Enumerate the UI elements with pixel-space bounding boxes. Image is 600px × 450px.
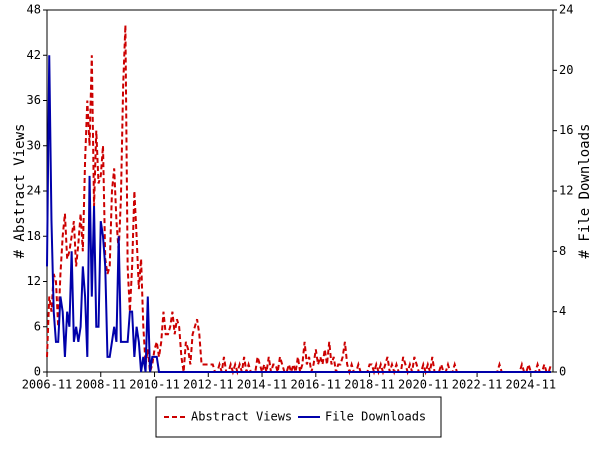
- y-tick-label: 6: [34, 319, 41, 333]
- x-tick-label: 2006-11: [22, 378, 73, 392]
- y2-tick-label: 4: [559, 304, 566, 318]
- y-tick-label: 30: [27, 138, 41, 152]
- y2-axis-label: # File Downloads: [577, 124, 593, 259]
- x-tick-label: 2022-11: [452, 378, 503, 392]
- y-axis-label: # Abstract Views: [12, 124, 28, 259]
- y2-tick-label: 16: [559, 123, 573, 137]
- y2-tick-label: 24: [559, 3, 573, 17]
- y2-tick-label: 8: [559, 244, 566, 258]
- y2-tick-label: 20: [559, 63, 573, 77]
- x-tick-label: 2016-11: [291, 378, 342, 392]
- y-tick-label: 42: [27, 48, 41, 62]
- y-tick-label: 12: [27, 274, 41, 288]
- x-tick-label: 2012-11: [183, 378, 234, 392]
- x-tick-label: 2010-11: [129, 378, 180, 392]
- x-tick-label: 2014-11: [237, 378, 288, 392]
- y2-tick-label: 12: [559, 184, 573, 198]
- legend-label: Abstract Views: [191, 410, 292, 424]
- y-tick-label: 24: [27, 184, 41, 198]
- x-tick-label: 2020-11: [398, 378, 449, 392]
- line-series: [46, 55, 551, 373]
- line-series: [46, 25, 552, 376]
- x-tick-label: 2024-11: [506, 378, 557, 392]
- y-tick-label: 36: [27, 93, 41, 107]
- y-tick-label: 0: [34, 365, 41, 379]
- x-tick-label: 2008-11: [75, 378, 126, 392]
- plot-area: [46, 9, 554, 373]
- y-tick-label: 48: [27, 3, 41, 17]
- x-tick-label: 2018-11: [344, 378, 395, 392]
- legend-label: File Downloads: [325, 410, 426, 424]
- y2-tick-label: 0: [559, 365, 566, 379]
- y-tick-label: 18: [27, 229, 41, 243]
